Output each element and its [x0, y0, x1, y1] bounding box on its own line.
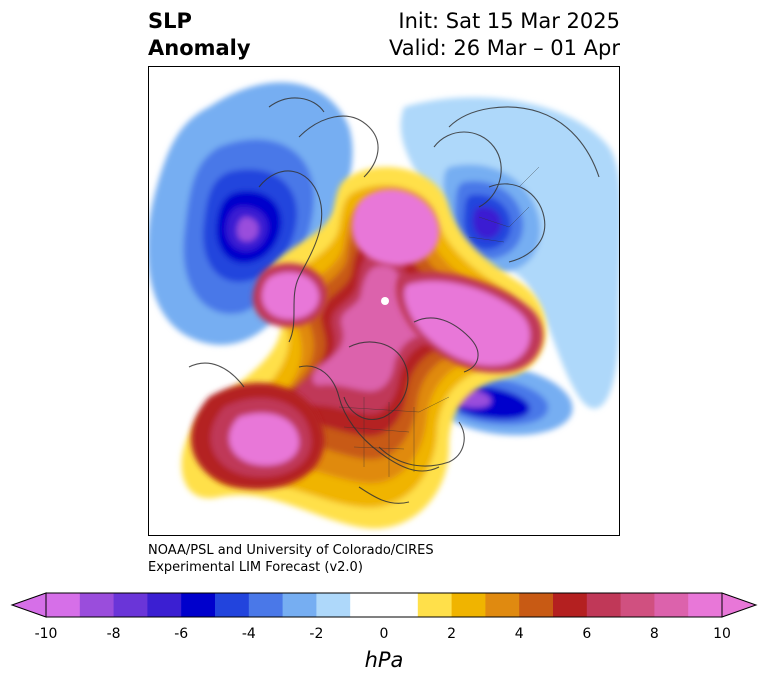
- colorbar-segment: [316, 593, 351, 617]
- negative-anomaly-central-asia: [149, 82, 353, 345]
- colorbar-tick-label: -4: [241, 626, 256, 642]
- colorbar-segment: [417, 593, 453, 617]
- title-line-2: Anomaly: [148, 36, 251, 60]
- title-line-1: SLP: [148, 9, 192, 33]
- colorbar-segment: [46, 593, 81, 617]
- colorbar-tick-label: 10: [713, 626, 731, 642]
- colorbar-over-arrow: [721, 592, 758, 618]
- colorbar-segment: [451, 593, 486, 617]
- colorbar-segment: [113, 593, 148, 617]
- valid-date: Valid: 26 Mar – 01 Apr: [389, 36, 620, 60]
- init-date: Init: Sat 15 Mar 2025: [398, 9, 620, 33]
- colorbar-tick-label: 6: [582, 626, 592, 642]
- colorbar-tick-label: -10: [34, 626, 58, 642]
- colorbar-segment: [620, 593, 655, 617]
- map-title: SLP Anomaly: [148, 8, 251, 62]
- colorbar-segment: [553, 593, 588, 617]
- positive-anomaly-north-atlantic-europe: [395, 271, 543, 373]
- colorbar-segment: [248, 593, 284, 617]
- colorbar-tick-labels: -10 -8 -6 -4 -2 0 2 4 6 8 10: [0, 626, 768, 646]
- colorbar-segment: [384, 593, 419, 617]
- colorbar-tick-label: 2: [447, 626, 457, 642]
- colorbar-segment: [485, 593, 520, 617]
- colorbar-segment: [282, 593, 317, 617]
- colorbar: [10, 592, 758, 618]
- credit-text: NOAA/PSL and University of Colorado/CIRE…: [148, 542, 434, 576]
- colorbar-tick-label: -6: [174, 626, 189, 642]
- colorbar-segment: [181, 593, 216, 617]
- positive-anomaly-bering-siberia: [252, 263, 328, 328]
- credit-line-1: NOAA/PSL and University of Colorado/CIRE…: [148, 543, 434, 558]
- forecast-dates: Init: Sat 15 Mar 2025 Valid: 26 Mar – 01…: [389, 8, 620, 62]
- colorbar-tick-label: 8: [649, 626, 659, 642]
- anomaly-map: [148, 66, 620, 536]
- colorbar-tick-label: 4: [514, 626, 524, 642]
- colorbar-segment: [586, 593, 622, 617]
- credit-line-2: Experimental LIM Forecast (v2.0): [148, 560, 363, 575]
- colorbar-segment: [654, 593, 689, 617]
- colorbar-tick-label: 0: [379, 626, 389, 642]
- colorbar-segment: [215, 593, 250, 617]
- colorbar-tick-label: -2: [309, 626, 324, 642]
- coastlines: [188, 97, 600, 504]
- colorbar-under-arrow: [10, 592, 47, 618]
- north-pole-marker: [381, 297, 389, 305]
- borders: [338, 166, 540, 477]
- colorbar-segment: [79, 593, 115, 617]
- colorbar-segments: [46, 593, 723, 617]
- map-canvas: [149, 82, 619, 529]
- positive-anomaly-arctic: [351, 188, 440, 266]
- positive-anomaly-north-pacific: [190, 382, 325, 490]
- colorbar-tick-label: -8: [106, 626, 121, 642]
- colorbar-units: hPa: [364, 648, 404, 672]
- colorbar-outline: [45, 592, 723, 618]
- colorbar-segment: [350, 593, 385, 617]
- colorbar-segment: [147, 593, 182, 617]
- colorbar-segment: [688, 593, 723, 617]
- colorbar-segment: [519, 593, 554, 617]
